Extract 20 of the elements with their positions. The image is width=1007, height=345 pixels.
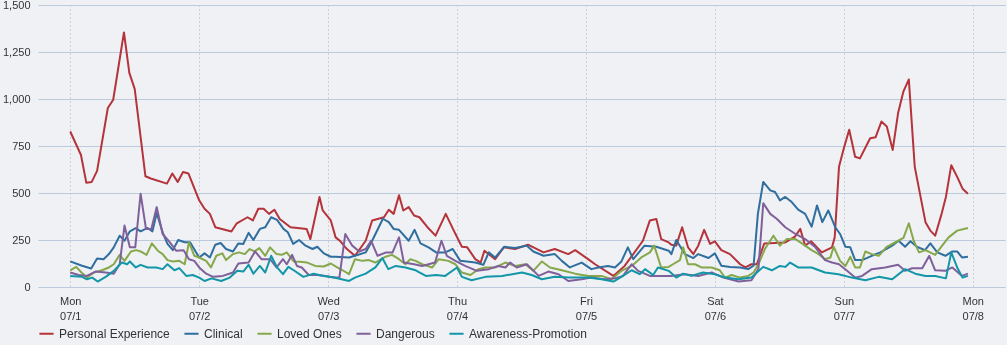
y-tick-label: 500 [12, 186, 31, 199]
x-tick-label: Sun 07/7 [833, 294, 856, 322]
x-tick-label: Mon 07/8 [962, 294, 984, 322]
y-tick-label: 250 [12, 233, 31, 246]
x-tick-label: Thu 07/4 [446, 294, 469, 322]
y-tick-label: 750 [12, 139, 31, 152]
x-tick-label: Wed 07/3 [317, 294, 340, 322]
x-tick-label: Tue 07/2 [188, 294, 211, 322]
y-tick-label: 1,000 [2, 92, 31, 105]
y-tick-label: 1,500 [2, 0, 31, 11]
x-tick-label: Mon 07/1 [60, 294, 82, 322]
legend-label: Personal Experience [59, 326, 171, 341]
x-tick-label: Sat 07/6 [704, 294, 727, 322]
x-tick-label: Fri 07/5 [575, 294, 598, 322]
legend-label: Dangerous [376, 326, 435, 341]
legend-label: Loved Ones [277, 326, 342, 341]
y-tick-label: 1,250 [2, 45, 31, 58]
y-tick-label: 0 [24, 280, 31, 293]
legend-label: Awareness-Promotion [469, 326, 587, 341]
legend-label: Clinical [204, 326, 243, 341]
